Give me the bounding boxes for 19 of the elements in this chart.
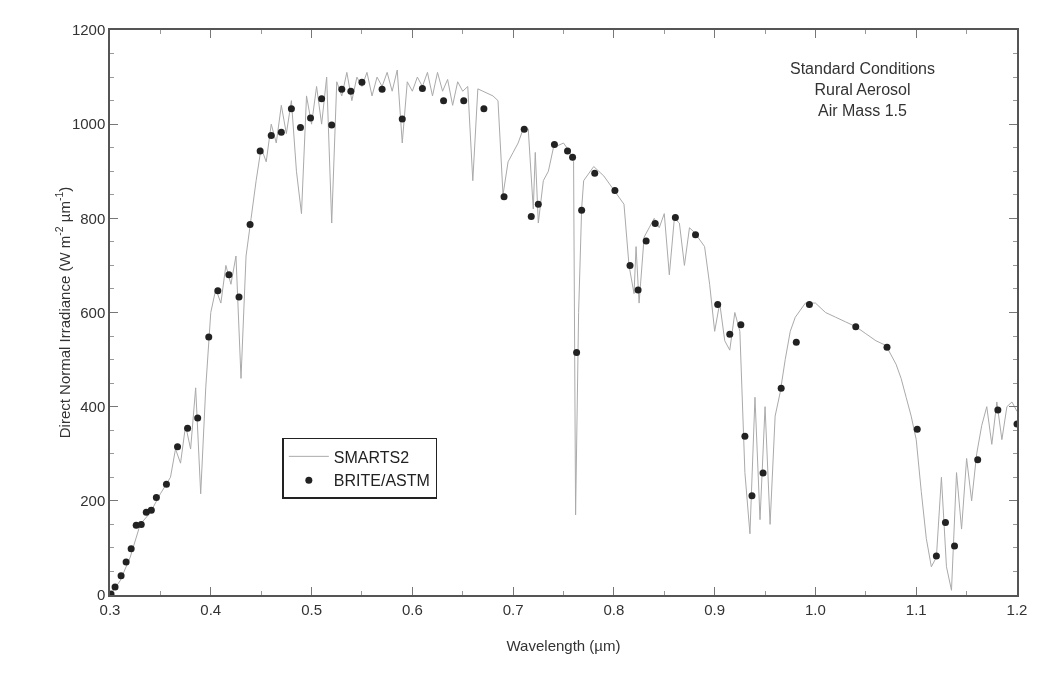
- x-tick-label: 0.5: [301, 600, 322, 618]
- x-axis-title: Wavelength (µm): [506, 636, 621, 654]
- y-tick-label: 1200: [71, 21, 106, 39]
- x-tick-label: 0.8: [603, 600, 625, 618]
- x-tick-label: 0.7: [502, 600, 524, 618]
- x-tick-label: 0.4: [200, 600, 222, 618]
- y-tick-label: 600: [80, 303, 106, 321]
- y-tick-label: 800: [80, 209, 106, 227]
- x-tick-label: 1.2: [1006, 600, 1028, 618]
- annotation: Standard Conditions Rural Aerosol Air Mass 1.5: [790, 60, 935, 119]
- x-tick-label: 1.0: [805, 600, 826, 618]
- legend-label: BRITE/ASTM: [333, 472, 430, 490]
- legend-label: SMARTS2: [333, 448, 410, 466]
- y-tick-label: 200: [80, 492, 106, 510]
- x-tick-label: 0.6: [401, 600, 423, 618]
- y-tick-label: 1000: [71, 115, 106, 133]
- x-tick-label: 0.9: [704, 600, 726, 618]
- x-tick-label: 1.1: [905, 600, 927, 618]
- y-tick-label: 400: [80, 397, 106, 415]
